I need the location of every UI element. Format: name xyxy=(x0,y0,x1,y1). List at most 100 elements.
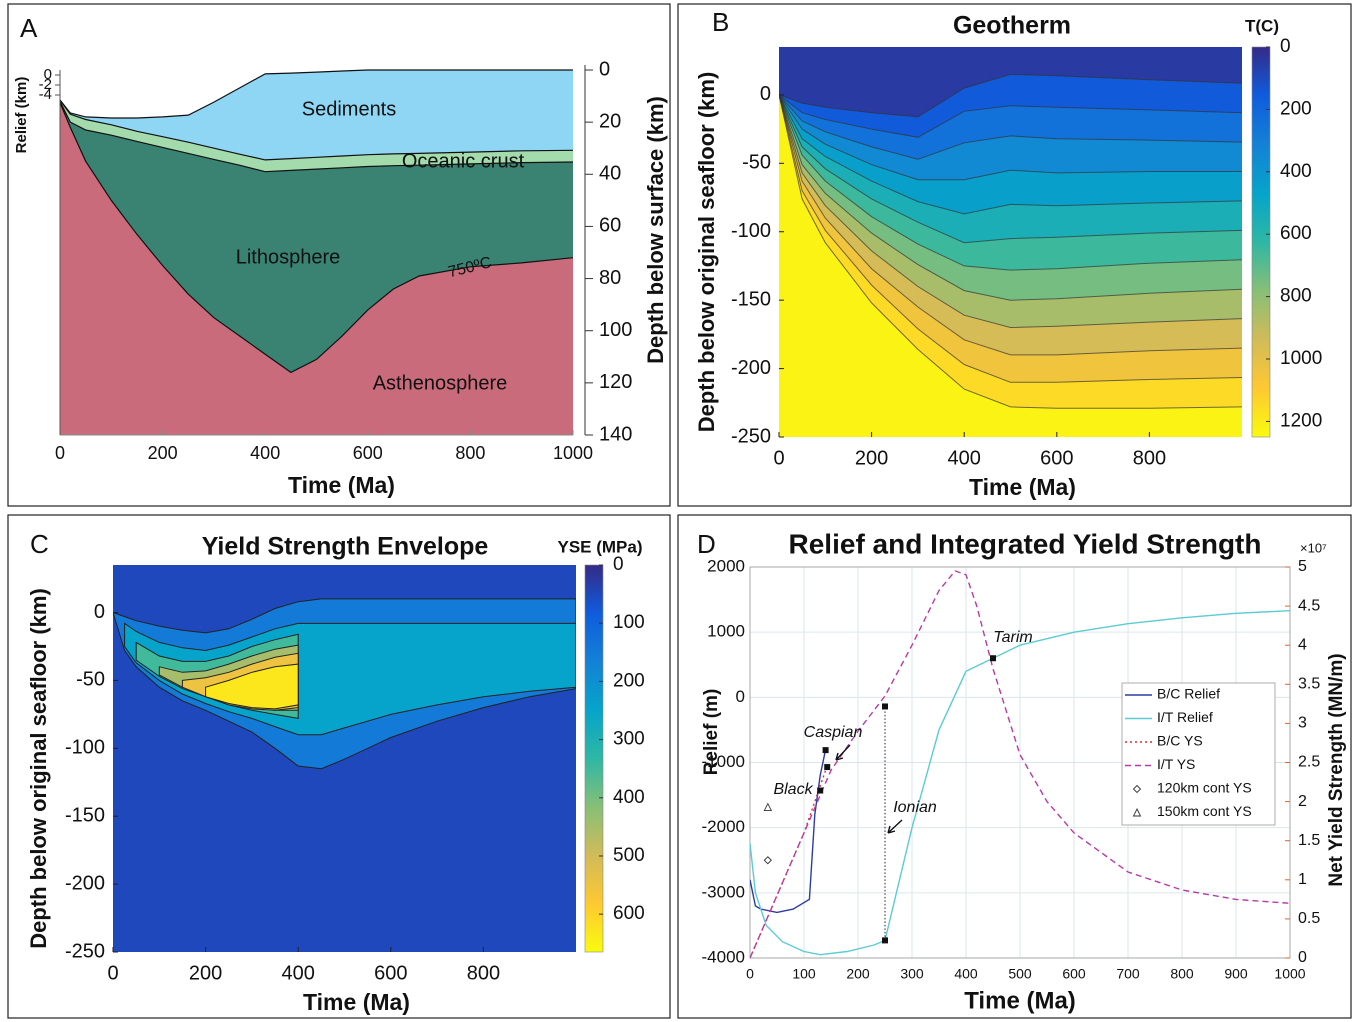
legend-label: B/C Relief xyxy=(1157,686,1220,702)
x-tick-label: 700 xyxy=(1116,966,1140,982)
layer-boundary xyxy=(59,99,574,161)
arrow xyxy=(835,744,851,761)
colorbar-tick-label: 0 xyxy=(1280,36,1291,57)
colorbar-tick-label: 1200 xyxy=(1280,410,1322,431)
panel-frame xyxy=(7,3,671,507)
x-axis-label: Time (Ma) xyxy=(288,472,395,498)
y2-tick-label: -4 xyxy=(39,86,52,103)
x-tick-label: 600 xyxy=(353,443,383,463)
layer-label: Asthenosphere xyxy=(373,372,508,394)
colorbar-tick-label: 600 xyxy=(613,903,645,924)
series-line xyxy=(750,570,1291,959)
layer-label: Oceanic crust xyxy=(402,150,525,172)
x-tick-label: 1000 xyxy=(553,443,593,463)
isotherm xyxy=(779,94,1242,383)
y-tick-label: 0 xyxy=(94,601,105,623)
layer-fill xyxy=(60,100,573,172)
y-tick-label: -50 xyxy=(742,152,771,174)
y2-tick-label: 3 xyxy=(1298,715,1307,732)
legend-label: 120km cont YS xyxy=(1157,780,1252,796)
series-line xyxy=(750,610,1291,956)
y2-tick-label: 1.5 xyxy=(1298,832,1320,849)
annotation-point xyxy=(822,747,829,754)
panel-frame xyxy=(7,514,671,1019)
panel-b: B 0 200 400 600 800 -250 -200 -150 -100 -50 0 Geothe… xyxy=(694,7,1322,500)
y-tick-label: -1000 xyxy=(702,752,745,771)
x-tick-label: 500 xyxy=(1008,966,1032,982)
plot-area xyxy=(113,565,576,952)
colorbar-tick-label: 0 xyxy=(613,554,624,575)
x-tick-label: 800 xyxy=(455,443,485,463)
x-tick-label: 800 xyxy=(467,962,500,984)
y-axis-label: Depth below original seafloor (km) xyxy=(26,588,51,949)
x-tick-label: 600 xyxy=(1062,966,1086,982)
annotation-label: Ionian xyxy=(893,799,937,816)
chart-title: Geotherm xyxy=(953,12,1071,40)
y2-tick-label: 3.5 xyxy=(1298,676,1320,693)
x-axis-label: Time (Ma) xyxy=(964,987,1076,1014)
marker xyxy=(1132,807,1142,817)
isotherm xyxy=(779,94,1242,329)
x-tick-label: 1000 xyxy=(1274,966,1305,982)
panel-c: C 0 200 400 600 800 -250 -200 -150 -100 -50 0 Yield … xyxy=(26,529,645,1015)
y-tick-label: 2000 xyxy=(707,556,745,575)
x-tick-label: 100 xyxy=(792,966,816,982)
colorbar xyxy=(1251,46,1271,438)
x-tick-label: 800 xyxy=(1133,447,1166,469)
isotherm xyxy=(779,94,1242,215)
isotherm xyxy=(779,73,1242,118)
y-tick-label: -2000 xyxy=(702,817,745,836)
y-axis-label: Relief (m) xyxy=(701,689,722,776)
y-tick-label: 0 xyxy=(599,58,610,80)
series-line xyxy=(750,749,827,914)
x-axis-label: Time (Ma) xyxy=(303,989,410,1015)
y-tick-label: 0 xyxy=(736,687,745,706)
panel-letter: D xyxy=(697,529,716,559)
y-tick-label: -100 xyxy=(65,737,105,759)
colorbar xyxy=(584,564,604,953)
y-tick-label: -100 xyxy=(731,220,771,242)
y2-tick-label: 5 xyxy=(1298,558,1307,575)
isotherm xyxy=(779,94,1242,160)
x-tick-label: 0 xyxy=(746,966,754,982)
colorbar-label: T(C) xyxy=(1245,16,1279,35)
strength-band xyxy=(205,663,299,710)
layer-label: Lithosphere xyxy=(236,246,341,268)
isotherm xyxy=(779,94,1242,301)
x-tick-label: 200 xyxy=(855,447,888,469)
legend-label: I/T YS xyxy=(1157,756,1195,772)
panel-letter: A xyxy=(20,13,38,43)
y-tick-label: -200 xyxy=(65,872,105,894)
x-tick-label: 400 xyxy=(954,966,978,982)
x-tick-label: 300 xyxy=(900,966,924,982)
y2-tick-label: 2 xyxy=(1298,793,1307,810)
marker xyxy=(1132,784,1142,794)
y-tick-label: 1000 xyxy=(707,622,745,641)
y2-tick-label: 1 xyxy=(1298,871,1307,888)
y-axis-label: Depth below original seafloor (km) xyxy=(694,72,719,433)
chart-title: Yield Strength Envelope xyxy=(202,533,489,561)
y-axis-label: Depth below surface (km) xyxy=(643,96,668,364)
legend: B/C Relief I/T Relief B/C YS I/T YS 120km co… xyxy=(1121,682,1276,826)
series-line xyxy=(750,770,827,959)
annotation-point xyxy=(882,703,888,710)
layer-label: Sediments xyxy=(302,98,397,120)
annotation-point xyxy=(882,937,888,944)
y-tick-label: 0 xyxy=(760,83,771,105)
layer-boundary xyxy=(59,69,573,119)
plot-area xyxy=(750,570,1291,959)
panel-frame xyxy=(677,3,1352,507)
annotation-point xyxy=(817,787,824,794)
y2-scale: ×10⁷ xyxy=(1300,540,1327,555)
layer-fill xyxy=(60,101,573,373)
isotherm xyxy=(779,94,1242,244)
isotherm xyxy=(779,94,1242,181)
y-tick-label: 20 xyxy=(599,110,621,132)
panel-frame xyxy=(677,514,1352,1019)
y2-tick-label: 0 xyxy=(44,66,52,83)
colorbar-tick-label: 200 xyxy=(1280,98,1312,119)
arrow xyxy=(887,819,903,834)
legend-label: I/T Relief xyxy=(1157,709,1213,725)
